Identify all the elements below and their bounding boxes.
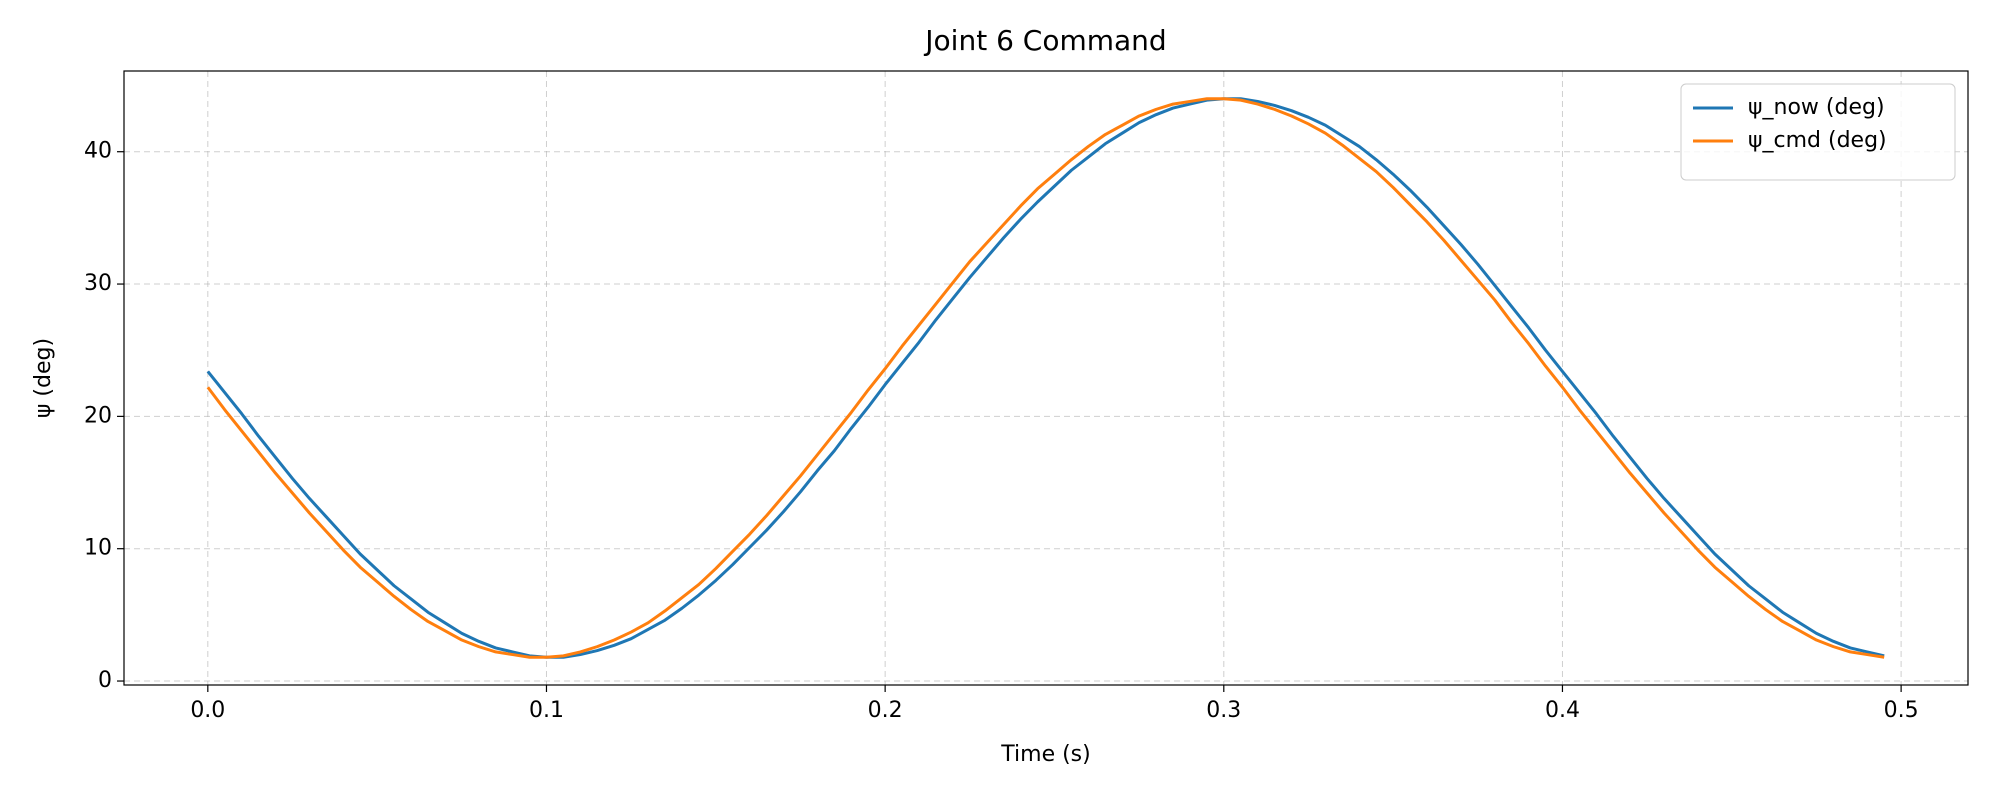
data-line bbox=[206, 97, 1885, 659]
y-tick-label: 0 bbox=[98, 668, 112, 693]
legend: ψ_now (deg) ψ_cmd (deg) bbox=[1680, 83, 1956, 181]
y-tick-label: 10 bbox=[84, 536, 112, 561]
y-tick-label: 30 bbox=[84, 271, 112, 296]
x-axis-label: Time (s) bbox=[1000, 742, 1090, 767]
x-tick-label: 0.0 bbox=[190, 698, 225, 723]
legend-label: ψ_now (deg) bbox=[1748, 95, 1885, 120]
data-line bbox=[206, 97, 1885, 659]
plot-frame bbox=[123, 70, 1969, 686]
legend-label: ψ_cmd (deg) bbox=[1748, 128, 1887, 153]
x-tick-label: 0.5 bbox=[1884, 698, 1919, 723]
y-tick-label: 40 bbox=[84, 139, 112, 164]
x-tick-label: 0.1 bbox=[529, 698, 564, 723]
y-axis-label: ψ (deg) bbox=[31, 338, 56, 418]
y-tick-label: 20 bbox=[84, 403, 112, 428]
x-tick-label: 0.4 bbox=[1545, 698, 1580, 723]
chart-title: Joint 6 Command bbox=[923, 24, 1166, 57]
x-tick-label: 0.3 bbox=[1206, 698, 1241, 723]
legend-box bbox=[1680, 83, 1956, 181]
x-tick-label: 0.2 bbox=[868, 698, 903, 723]
